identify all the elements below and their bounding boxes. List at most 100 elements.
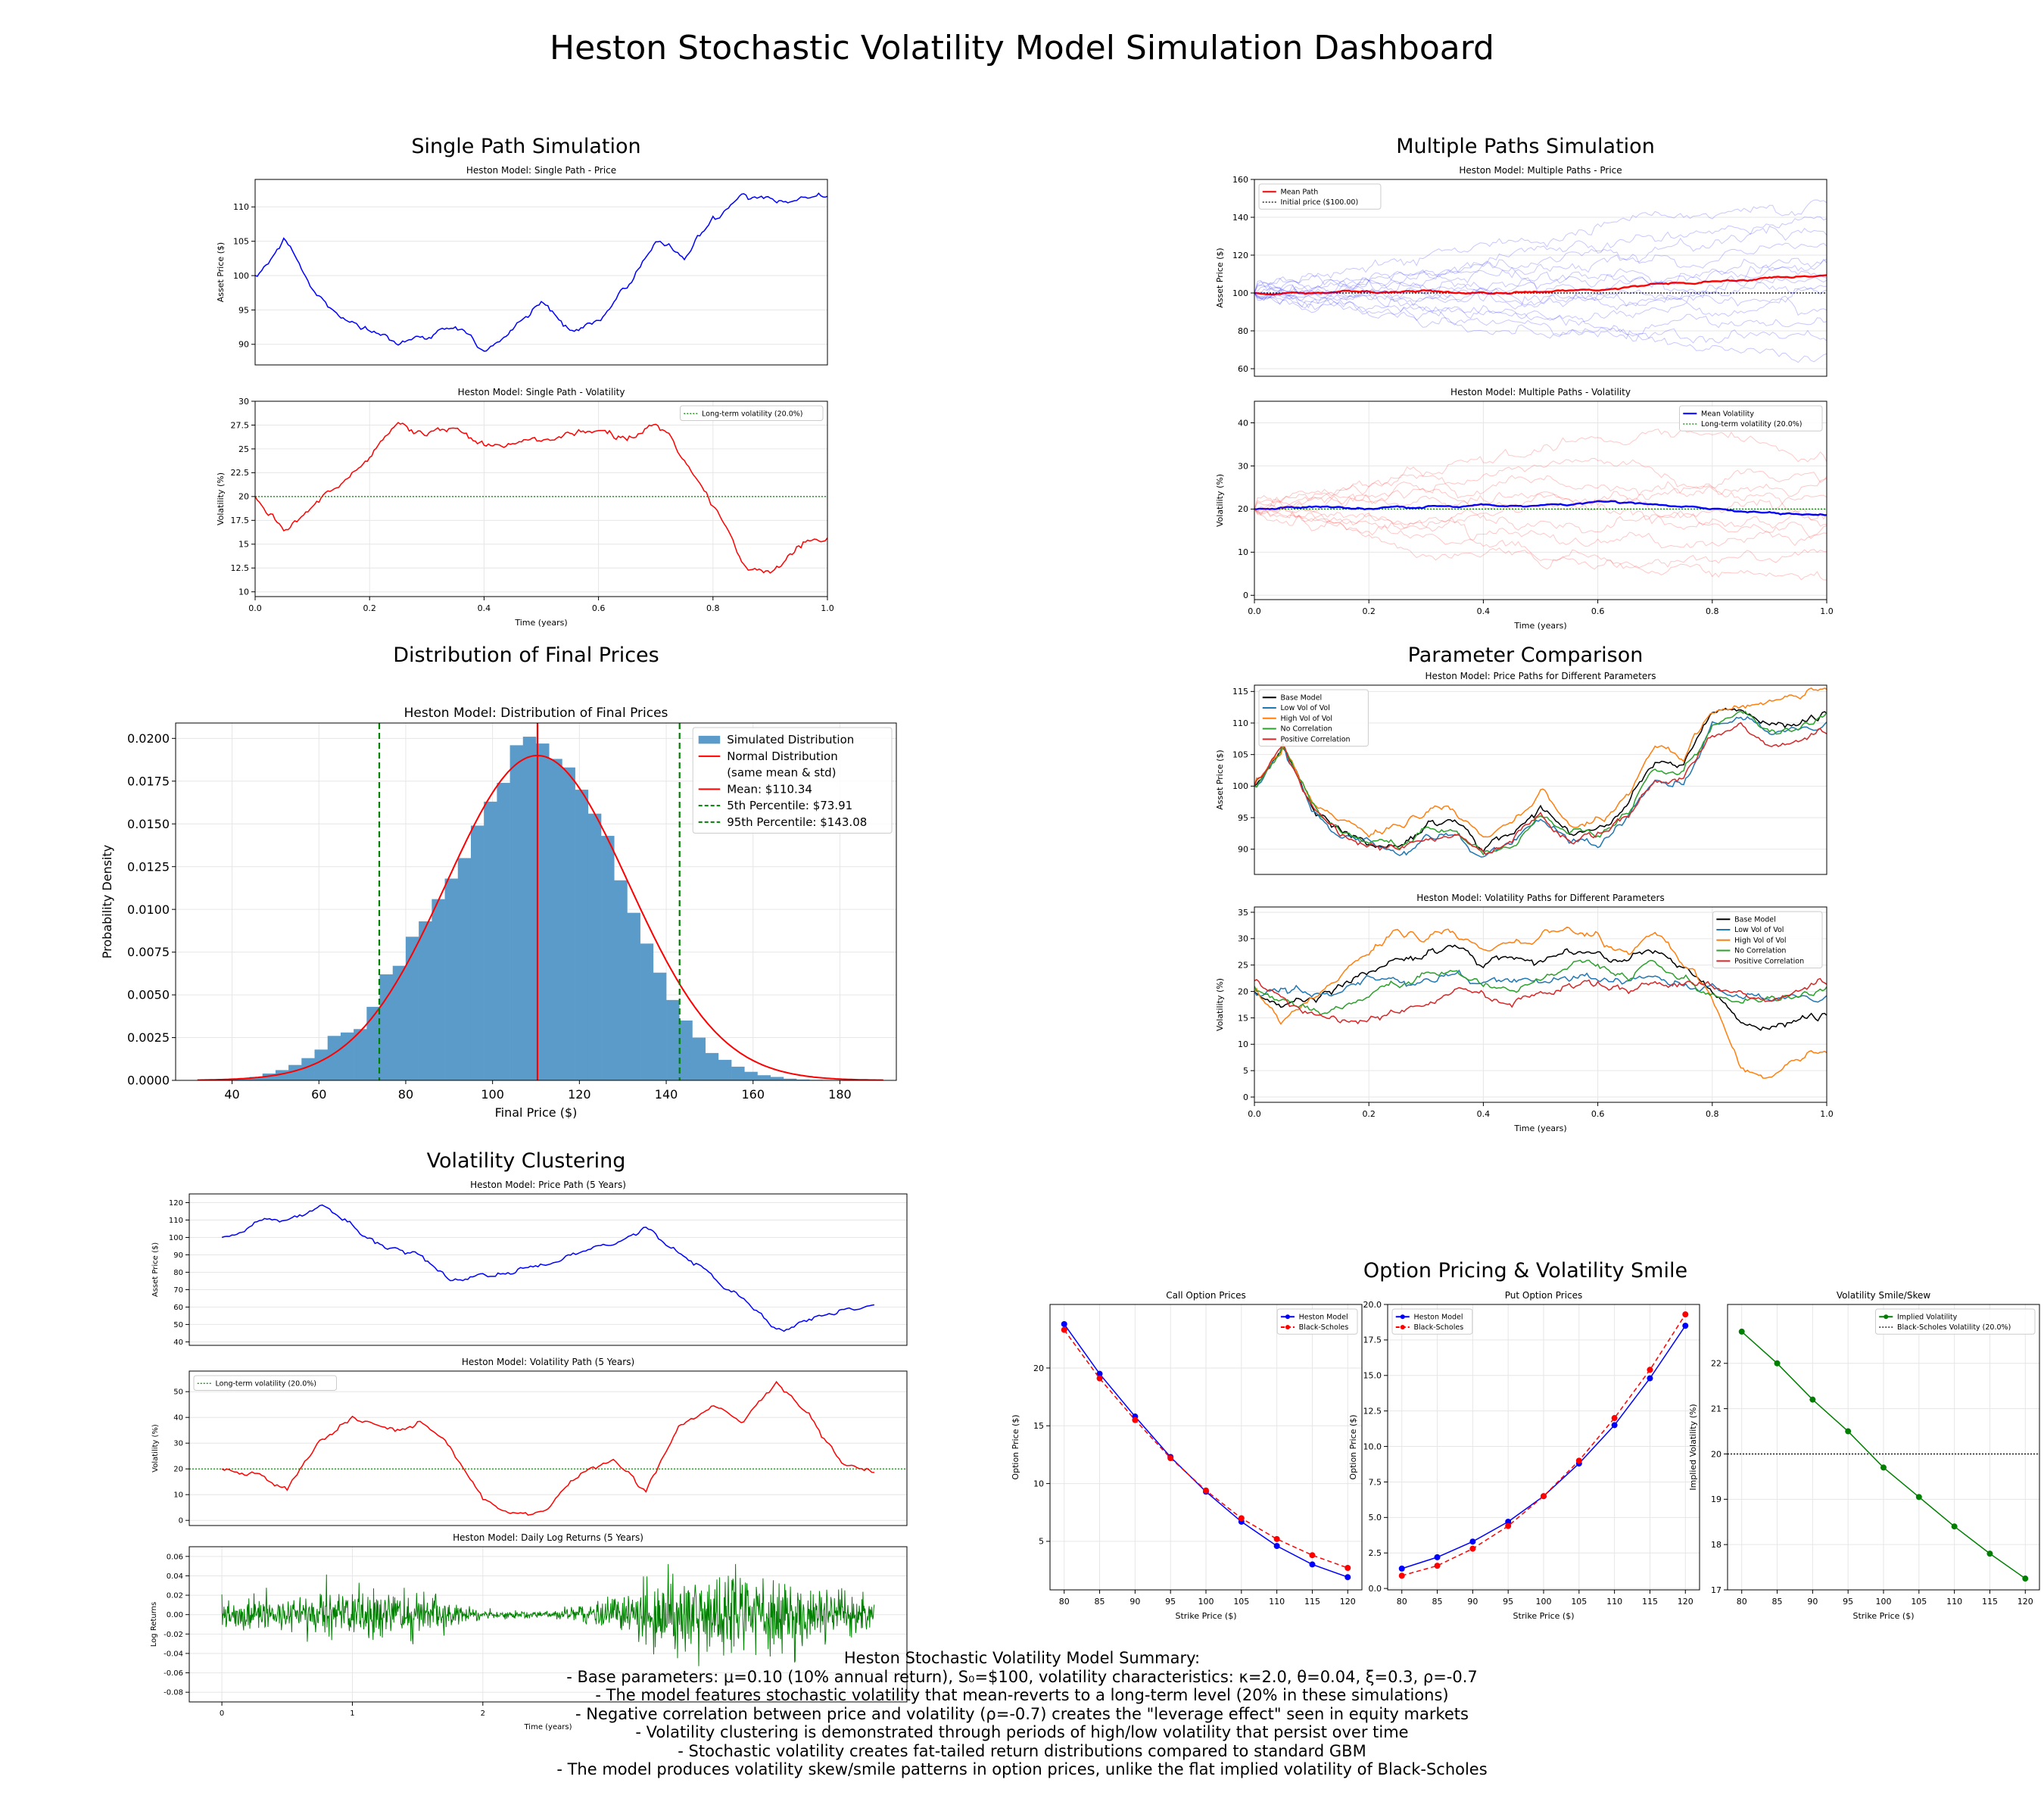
x-tick-label: 160 [741,1087,765,1102]
histogram-bar [354,1029,367,1080]
chart-call: 5 10 15 20 80 85 90 95 100 105 110 115 120 Call Optio… [1011,1290,1363,1621]
y-tick-label: 22.5 [231,468,250,478]
legend-box [193,1375,337,1391]
data-point [1273,1543,1280,1549]
x-tick-label: 2 [481,1709,485,1718]
histogram-bar [484,801,497,1080]
plot-area [1398,1311,1689,1579]
x-tick-label: 100 [481,1087,504,1102]
x-tick-label: 0.6 [1591,606,1605,616]
chart-clust_price: 40 50 60 70 80 90 100 110 120 Heston Model: Price… [151,1180,908,1347]
y-tick-label: 80 [173,1269,183,1277]
data-point [1951,1523,1958,1530]
x-tick-label: 0.8 [706,603,720,613]
data-point [1096,1370,1103,1377]
legend-label: Implied Volatility [1897,1313,1958,1321]
y-tick-label: 7.5 [1369,1477,1382,1487]
data-point [1061,1320,1067,1327]
histogram-bar [314,1049,329,1080]
legend-label: Mean: $110.34 [727,782,812,796]
x-tick-label: 115 [1642,1597,1658,1607]
y-tick-label: 60 [173,1304,183,1312]
histogram-bar [327,1036,341,1080]
series-line [1254,292,1827,326]
y-tick-label: 115 [1232,687,1248,697]
x-tick-label: 0.2 [363,603,376,613]
series-line [1254,277,1827,307]
x-axis-label: Time (years) [524,1723,572,1731]
data-point [1434,1554,1441,1560]
y-axis-label: Volatility (%) [216,472,226,525]
legend-label: Normal Distribution [727,750,838,763]
legend-box [1712,911,1823,969]
y-tick-label: 22 [1711,1359,1722,1369]
histogram-bar [666,999,680,1080]
series-line [1254,500,1827,516]
y-axis-label: Asset Price ($) [216,242,226,302]
x-tick-label: 0.8 [1706,1109,1719,1119]
series-line [1254,494,1827,540]
y-tick-label: 5 [1243,1066,1248,1076]
x-axis-label: Time (years) [1513,1124,1566,1133]
data-point [1469,1545,1476,1552]
series-line [1254,501,1827,534]
x-tick-label: 1.0 [1820,606,1834,616]
x-axis-label: Strike Price ($) [1513,1611,1574,1621]
chart-param_vol: 0 5 10 15 20 25 30 35 0.0 0.2 0.4 0.6 0.8 1.0 Heston M… [1215,893,1834,1133]
histogram-bar [536,743,550,1080]
y-tick-label: 19 [1711,1494,1722,1504]
legend-marker [1400,1314,1405,1320]
x-tick-label: 0.8 [1706,606,1719,616]
series-line [1254,276,1827,308]
data-point [1096,1375,1103,1382]
data-point [1647,1375,1653,1382]
y-tick-label: 100 [233,271,249,281]
x-tick-label: 85 [1095,1597,1105,1607]
y-axis-label: Asset Price ($) [1215,248,1225,307]
y-tick-label: 12.5 [1363,1407,1382,1417]
data-point [1611,1415,1618,1422]
legend-label: Long-term volatility (20.0%) [702,410,803,418]
x-tick-label: 0.6 [592,603,606,613]
y-tick-label: -0.02 [164,1631,183,1639]
y-tick-label: -0.06 [164,1669,183,1678]
y-tick-label: 20 [1033,1364,1044,1373]
series-line [1254,428,1827,510]
data-point [1132,1417,1139,1423]
data-point [1273,1535,1280,1542]
y-tick-label: 0.06 [167,1553,183,1561]
y-tick-label: 10.0 [1363,1441,1382,1451]
x-tick-label: 1.0 [821,603,834,613]
series-line [1254,687,1827,838]
chart-title: Heston Model: Volatility Paths for Diffe… [1416,893,1664,903]
axes-frame [1254,179,1827,377]
y-tick-label: 105 [1232,750,1248,760]
histogram-bar [444,878,459,1080]
x-tick-label: 120 [568,1087,591,1102]
histogram-bar [379,974,394,1080]
series-line [1254,274,1827,296]
legend-label: Mean Volatility [1701,410,1754,418]
data-point [1647,1367,1653,1373]
data-point [1682,1323,1689,1329]
legend-box [1258,689,1369,747]
y-tick-label: 120 [169,1199,183,1208]
axes-frame [189,1193,908,1346]
plot-area [1254,428,1827,581]
x-tick-label: 0.4 [1477,606,1491,616]
chart-title: Heston Model: Price Paths for Different … [1426,671,1656,681]
legend-label: No Correlation [1281,725,1332,734]
legend-label: Low Vol of Vol [1734,926,1784,934]
y-tick-label: 80 [1238,326,1248,336]
y-tick-label: 110 [233,202,249,212]
series-line [1254,257,1827,299]
histogram-bar [236,1078,250,1080]
y-tick-label: 140 [1232,213,1248,223]
plot-area [189,1380,907,1516]
axes-frame [189,1370,908,1526]
y-tick-label: 12.5 [231,563,250,573]
legend-label: Mean Path [1281,188,1319,196]
legend-box [1258,183,1382,210]
legend-label: Base Model [1281,693,1323,702]
plot-area [221,1563,875,1666]
